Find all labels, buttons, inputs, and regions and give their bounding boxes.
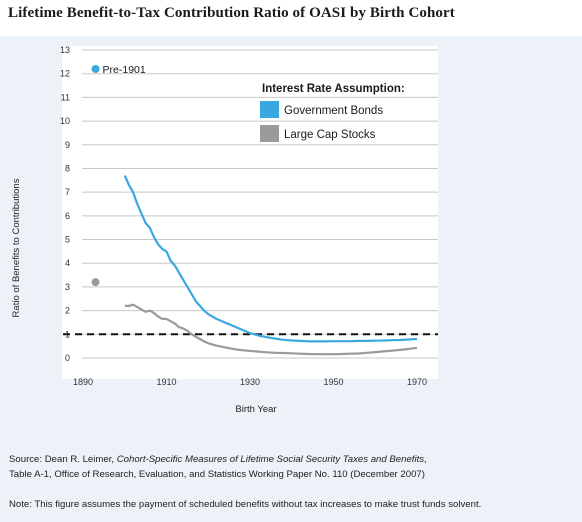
y-tick-label: 6 xyxy=(65,211,70,221)
footnote: Note: This figure assumes the payment of… xyxy=(9,499,482,510)
y-tick-label: 8 xyxy=(65,163,70,173)
y-tick-label: 13 xyxy=(60,45,70,55)
y-axis-label: Ratio of Benefits to Contributions xyxy=(11,178,22,317)
y-tick-label: 5 xyxy=(65,235,70,245)
plot-area xyxy=(62,46,438,379)
source-note: Source: Dean R. Leimer, Cohort-Specific … xyxy=(9,452,574,482)
chart-title: Lifetime Benefit-to-Tax Contribution Rat… xyxy=(8,5,455,21)
x-axis-label: Birth Year xyxy=(235,404,276,415)
y-tick-label: 4 xyxy=(65,258,70,268)
series-lines xyxy=(91,64,418,356)
x-tick-label: 1950 xyxy=(323,377,343,387)
y-tick-label: 2 xyxy=(65,306,70,316)
outlier-point-large-cap-stocks xyxy=(91,278,100,287)
legend-swatch-government-bonds xyxy=(260,101,279,118)
x-tick-label: 1890 xyxy=(73,377,93,387)
y-tick-label: 11 xyxy=(61,92,70,102)
source-title: Cohort-Specific Measures of Lifetime Soc… xyxy=(116,454,425,465)
annotations: Pre-1901 xyxy=(103,64,146,76)
source-line-2: Table A-1, Office of Research, Evaluatio… xyxy=(9,469,425,480)
legend-label-large-cap-stocks: Large Cap Stocks xyxy=(284,129,376,141)
outlier-point-government-bonds xyxy=(91,64,100,73)
y-tick-label: 0 xyxy=(65,353,70,363)
series-line-government-bonds xyxy=(123,175,418,343)
legend-title: Interest Rate Assumption: xyxy=(262,83,405,95)
y-tick-label: 7 xyxy=(65,187,70,197)
x-tick-label: 1910 xyxy=(156,377,176,387)
y-tick-label: 9 xyxy=(65,140,70,150)
legend: Interest Rate Assumption: Government Bon… xyxy=(260,83,405,142)
y-tick-label: 3 xyxy=(65,282,70,292)
x-tick-label: 1970 xyxy=(407,377,427,387)
x-axis-ticks: 1890 1910 1930 1950 1970 xyxy=(73,377,427,387)
annotation-pre-1901: Pre-1901 xyxy=(103,64,146,76)
x-tick-label: 1930 xyxy=(240,377,260,387)
series-line-large-cap-stocks xyxy=(124,303,418,356)
y-tick-label: 10 xyxy=(60,116,70,126)
legend-swatch-large-cap-stocks xyxy=(260,125,279,142)
legend-label-government-bonds: Government Bonds xyxy=(284,105,383,117)
source-suffix: , xyxy=(424,454,427,465)
line-chart: 012345678910111213 18901910193019501970 … xyxy=(11,45,438,415)
y-tick-label: 12 xyxy=(60,69,70,79)
source-prefix: Source: Dean R. Leimer, xyxy=(9,454,117,465)
